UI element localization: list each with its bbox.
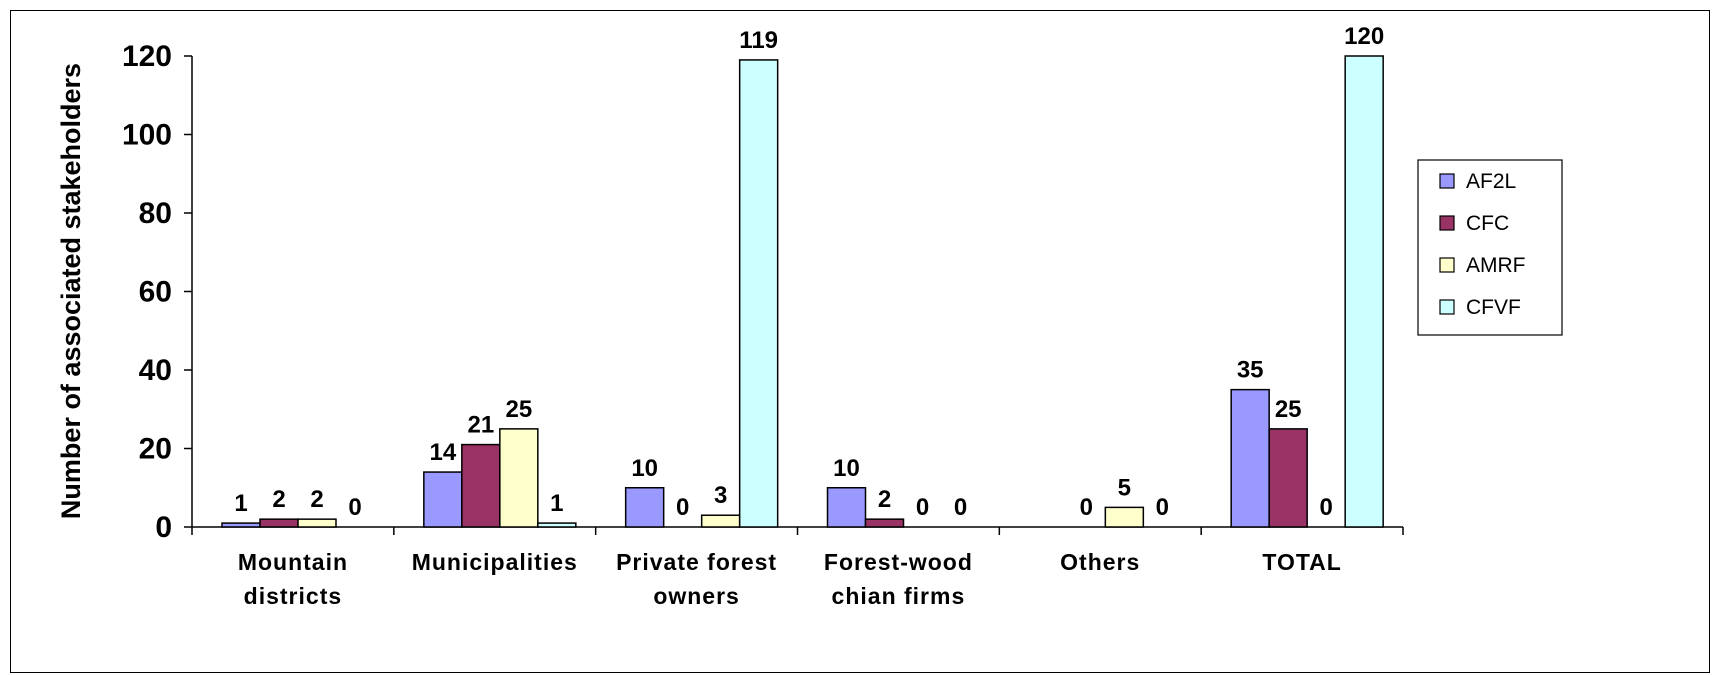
bar bbox=[537, 522, 577, 528]
legend-swatch bbox=[1439, 173, 1455, 189]
y-tick-label: 40 bbox=[139, 354, 172, 387]
data-label: 0 bbox=[1319, 494, 1332, 521]
y-tick-label: 100 bbox=[122, 119, 172, 152]
bar bbox=[423, 471, 463, 528]
data-label: 120 bbox=[1344, 23, 1384, 50]
y-axis-label-group: Number of associated stakeholders bbox=[56, 63, 86, 519]
x-tick-label-line: Private forest bbox=[616, 549, 777, 575]
bar bbox=[1230, 388, 1270, 528]
bar bbox=[738, 59, 779, 528]
data-label: 21 bbox=[467, 412, 494, 439]
y-tick-label: 60 bbox=[139, 276, 172, 309]
data-label: 3 bbox=[714, 482, 727, 509]
bar bbox=[1344, 55, 1384, 528]
bar bbox=[259, 518, 299, 528]
bar bbox=[1268, 428, 1308, 528]
data-label: 0 bbox=[1080, 494, 1093, 521]
x-tick-label-line: districts bbox=[244, 583, 342, 609]
legend-swatch bbox=[1439, 215, 1455, 231]
data-label: 0 bbox=[348, 494, 361, 521]
data-label: 2 bbox=[272, 486, 285, 513]
data-label: 0 bbox=[916, 494, 929, 521]
y-axis-label: Number of associated stakeholders bbox=[56, 63, 86, 519]
x-tick-label-line: Municipalities bbox=[412, 549, 578, 575]
bars bbox=[221, 55, 1384, 528]
bar bbox=[1104, 506, 1145, 528]
y-tick-label: 80 bbox=[139, 197, 172, 230]
x-tick-label-line: TOTAL bbox=[1262, 549, 1342, 575]
legend: AF2L CFC AMRF CFVF bbox=[1417, 159, 1563, 336]
legend-swatch bbox=[1439, 299, 1455, 315]
data-label: 5 bbox=[1118, 474, 1131, 501]
bar bbox=[221, 522, 261, 528]
x-tick-label-line: Others bbox=[1060, 549, 1140, 575]
x-tick-label-line: chian firms bbox=[832, 583, 966, 609]
data-label: 0 bbox=[954, 494, 967, 521]
data-label: 1 bbox=[234, 490, 247, 517]
x-tick-label-line: owners bbox=[653, 583, 740, 609]
data-label: 0 bbox=[1156, 494, 1169, 521]
legend-entry: CFC bbox=[1466, 212, 1509, 235]
data-label: 25 bbox=[1275, 396, 1302, 423]
x-tick-label: Forest-wood chian firms bbox=[824, 549, 973, 609]
x-tick-label: TOTAL bbox=[1262, 549, 1342, 575]
legend-swatch bbox=[1439, 257, 1455, 273]
x-tick-label: Private forest owners bbox=[616, 549, 777, 609]
data-label: 10 bbox=[631, 455, 658, 482]
x-tick-label: Municipalities bbox=[412, 549, 578, 575]
legend-entry: AF2L bbox=[1466, 170, 1516, 193]
bar bbox=[624, 487, 665, 528]
y-tick-label: 120 bbox=[122, 40, 172, 73]
x-tick-label: Others bbox=[1060, 549, 1140, 575]
data-label: 119 bbox=[739, 27, 778, 54]
y-tick-label: 0 bbox=[155, 511, 172, 544]
chart-frame bbox=[10, 10, 1710, 673]
data-label: 2 bbox=[310, 486, 323, 513]
data-label: 0 bbox=[676, 494, 689, 521]
data-label: 25 bbox=[505, 396, 532, 423]
data-label: 1 bbox=[550, 490, 563, 517]
bar bbox=[461, 443, 501, 528]
legend-entry: AMRF bbox=[1466, 254, 1526, 277]
x-tick-label: Mountain districts bbox=[238, 549, 348, 609]
data-label: 35 bbox=[1237, 357, 1264, 384]
x-tick-label-line: Mountain bbox=[238, 549, 348, 575]
legend-entry: CFVF bbox=[1466, 296, 1521, 319]
bar bbox=[499, 428, 539, 528]
bar bbox=[700, 514, 741, 528]
x-tick-label-line: Forest-wood bbox=[824, 549, 973, 575]
data-label: 14 bbox=[429, 439, 456, 466]
bar bbox=[864, 518, 905, 528]
data-label: 10 bbox=[833, 455, 860, 482]
data-label: 2 bbox=[878, 486, 891, 513]
bar bbox=[297, 518, 337, 528]
bar bbox=[826, 487, 867, 528]
y-tick-label: 20 bbox=[139, 433, 172, 466]
